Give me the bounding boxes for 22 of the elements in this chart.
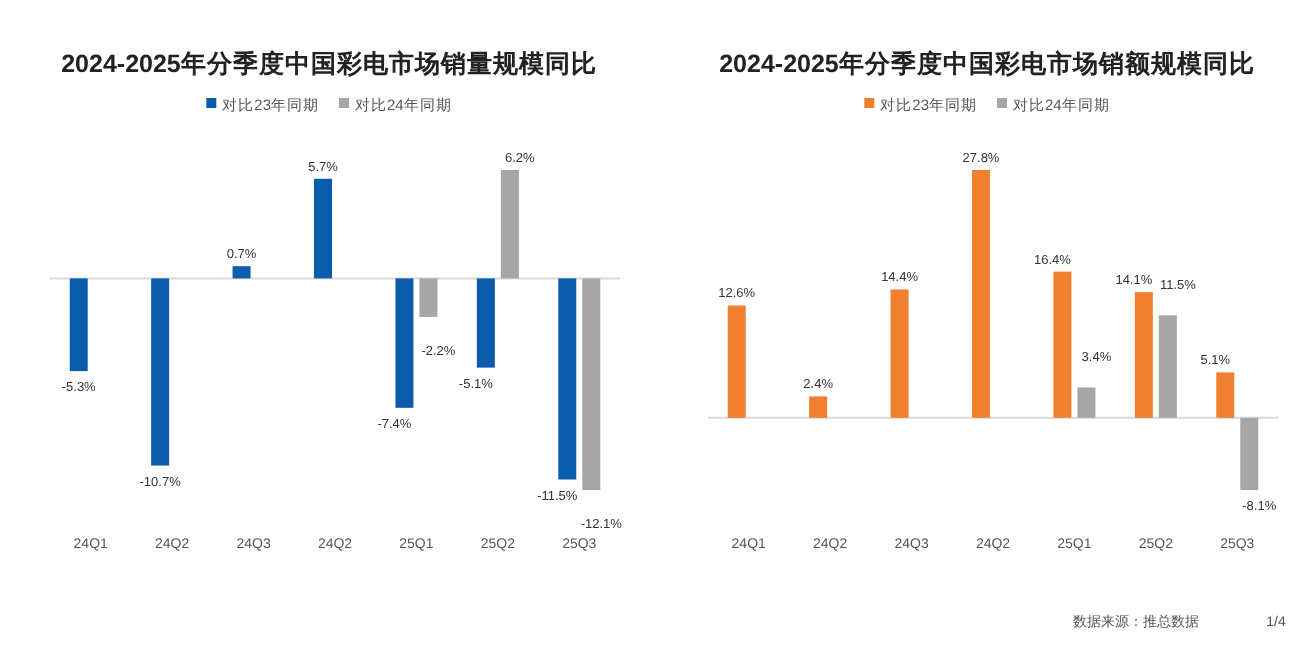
bar bbox=[232, 266, 251, 279]
bar bbox=[809, 396, 828, 418]
bar bbox=[1053, 271, 1072, 418]
bar bbox=[972, 170, 990, 418]
bar bbox=[476, 278, 495, 368]
bar bbox=[558, 278, 577, 480]
bar bbox=[727, 305, 746, 418]
bar bbox=[314, 178, 332, 279]
bar bbox=[890, 289, 909, 418]
chart-title: 2024-2025年分季度中国彩电市场销量规模同比 bbox=[61, 48, 597, 78]
bar bbox=[582, 278, 601, 490]
chart-title: 2024-2025年分季度中国彩电市场销额规模同比 bbox=[719, 48, 1255, 78]
bar bbox=[1216, 372, 1235, 418]
bar bbox=[1158, 315, 1177, 418]
bar bbox=[69, 278, 88, 372]
bar bbox=[500, 170, 519, 279]
bar bbox=[419, 278, 438, 317]
bar bbox=[395, 278, 414, 408]
bar bbox=[1134, 292, 1153, 418]
bar bbox=[1077, 387, 1096, 418]
bar bbox=[1240, 417, 1259, 490]
bar bbox=[151, 278, 170, 466]
